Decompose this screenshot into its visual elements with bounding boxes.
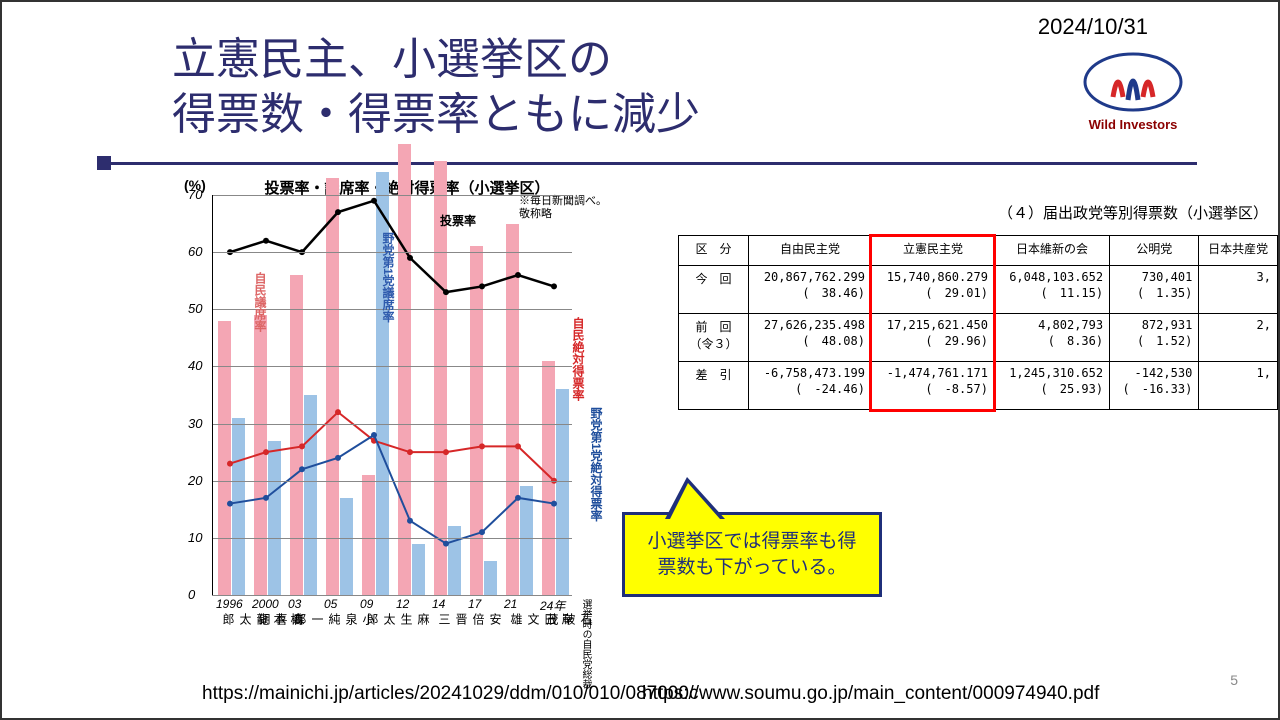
source-left: https://mainichi.jp/articles/20241029/dd… <box>202 683 582 706</box>
logo: Wild Investors <box>1048 52 1218 142</box>
data-table: 区 分自由民主党立憲民主党日本維新の会公明党日本共産党今 回20,867,762… <box>678 235 1278 410</box>
slide: 2024/10/31 Wild Investors 立憲民主、小選挙区の 得票数… <box>0 0 1280 720</box>
ann-pink: 自民議席率 <box>252 272 269 332</box>
logo-text: Wild Investors <box>1048 117 1218 132</box>
slide-title: 立憲民主、小選挙区の 得票数・得票率ともに減少 <box>172 32 700 142</box>
slide-date: 2024/10/31 <box>1038 14 1148 40</box>
title-line-1: 立憲民主、小選挙区の <box>172 35 612 84</box>
ann-red: 自民絶対得票率 <box>570 317 587 401</box>
page-number: 5 <box>1230 672 1238 688</box>
source-right: https://www.soumu.go.jp/main_content/000… <box>642 683 1062 706</box>
title-line-2: 得票数・得票率ともに減少 <box>172 90 700 139</box>
title-rule <box>97 162 1197 165</box>
vote-chart: (%) 投票率・議席率・絶対得票率（小選挙区） ※毎日新聞調べ。 敬称略 010… <box>182 177 602 647</box>
ann-black: 投票率 <box>440 212 476 229</box>
vote-table: （４）届出政党等別得票数（小選挙区） 区 分自由民主党立憲民主党日本維新の会公明… <box>678 202 1278 410</box>
ann-blueline: 野党第1党絶対得票率 <box>588 407 605 522</box>
callout: 小選挙区では得票率も得票数も下がっている。 <box>622 512 882 597</box>
logo-icon <box>1083 52 1183 112</box>
ann-bluebar: 野党第1党議席率 <box>380 232 397 323</box>
table-caption: （４）届出政党等別得票数（小選挙区） <box>678 202 1278 223</box>
